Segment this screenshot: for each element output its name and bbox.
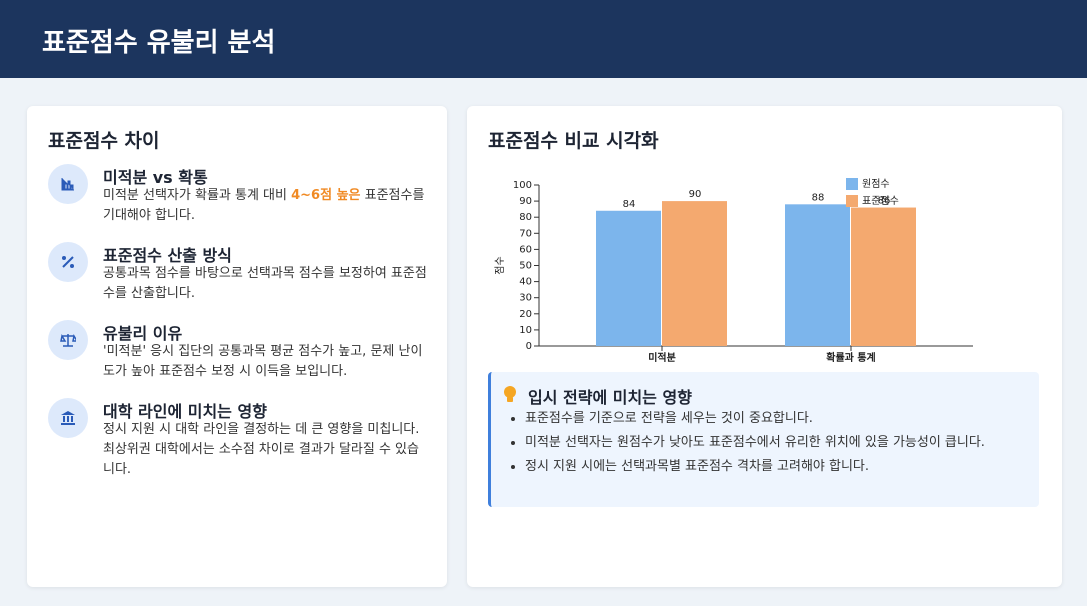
icon [48,164,88,204]
y-tick-label: 10 [519,325,532,336]
bar [662,201,727,346]
header: 표준점수 유불리 분석 [0,0,1087,78]
item-title: 미적분 vs 확통 [103,168,208,187]
legend-label: 표준점수 [862,195,899,207]
bullet: 표준점수를 기준으로 전략을 세우는 것이 중요합니다. [525,408,1055,430]
y-tick-label: 90 [519,196,532,207]
right-card: 표준점수 비교 시각화 점수 0 10 20 30 40 50 60 70 80 90 100 미적분 8… [467,106,1062,587]
text: 미적분 선택자가 확률과 통계 대비 [103,188,292,203]
legend-swatch [846,178,858,190]
insight-title: 입시 전략에 미치는 영향 [528,388,692,407]
bulb-icon [504,386,516,402]
y-tick-label: 40 [519,277,532,288]
bar [596,210,661,346]
bar [785,204,850,346]
item-title: 대학 라인에 미치는 영향 [103,402,267,421]
card-title: 표준점수 차이 [48,130,160,152]
insight-box: 입시 전략에 미치는 영향 표준점수를 기준으로 전략을 세우는 것이 중요합니… [488,372,1039,507]
y-tick-label: 30 [519,293,532,304]
data-label: 88 [812,192,825,203]
y-axis-label: 점수 [494,256,506,274]
y-tick-label: 0 [526,341,532,352]
data-label: 90 [689,189,702,200]
item-desc: 미적분 선택자가 확률과 통계 대비 4~6점 높은 표준점수를 기대해야 합니… [103,186,428,226]
x-tick-label: 확률과 통계 [826,351,875,364]
data-label: 84 [623,199,636,210]
x-tick-label: 미적분 [648,351,676,364]
legend-swatch [846,195,858,207]
item-desc: '미적분' 응시 집단의 공통과목 평균 점수가 높고, 문제 난이도가 높아 … [103,344,423,379]
page-title: 표준점수 유불리 분석 [42,28,276,58]
y-tick-label: 70 [519,228,532,239]
chart: 점수 0 10 20 30 40 50 60 70 80 90 100 미적분 84 90 확률과 통계 88 8… [494,178,973,364]
item-title: 유불리 이유 [103,324,183,343]
left-card: 표준점수 차이 미적분 vs 확통 미적분 선택자가 확률과 통계 대비 4~6… [27,106,447,587]
bar [851,207,916,346]
y-tick-label: 50 [519,261,532,272]
item-desc: 정시 지원 시 대학 라인을 결정하는 데 큰 영향을 미칩니다. 최상위권 대… [103,422,420,477]
highlight: 4~6점 높은 [291,188,361,203]
icon [48,242,88,282]
y-tick-label: 80 [519,212,532,223]
icon [48,320,88,360]
icon [48,398,88,438]
bullet: 정시 지원 시에는 선택과목별 표준점수 격차를 고려해야 합니다. [525,456,1055,478]
item-desc: 공통과목 점수를 바탕으로 선택과목 점수를 보정하여 표준점수를 산출합니다. [103,266,427,301]
bullet: 미적분 선택자는 원점수가 낮아도 표준점수에서 유리한 위치에 있을 가능성이… [525,432,1055,454]
y-tick-label: 100 [513,180,532,191]
y-tick-label: 60 [519,244,532,255]
legend-label: 원점수 [862,178,890,190]
item-title: 표준점수 산출 방식 [103,246,232,265]
insight-list: 표준점수를 기준으로 전략을 세우는 것이 중요합니다. 미적분 선택자는 원점… [505,408,1055,480]
card-title: 표준점수 비교 시각화 [488,130,659,152]
y-tick-label: 20 [519,309,532,320]
text: 표준점수를 기대해야 합니다. [103,188,425,223]
data-label: 86 [878,196,891,207]
